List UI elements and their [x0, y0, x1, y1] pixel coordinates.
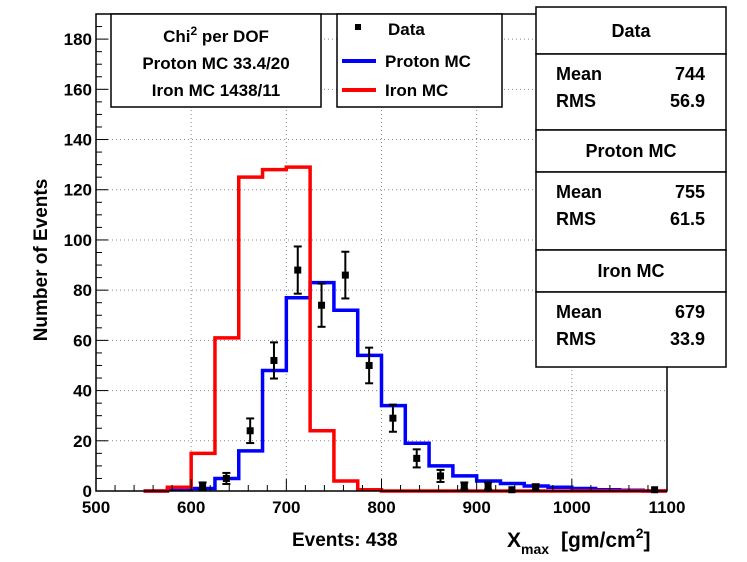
y-tick-label: 160 — [64, 80, 92, 99]
x-axis-title: Xmax [gm/cm2] — [507, 525, 651, 557]
stats-proton-title: Proton MC — [586, 141, 677, 161]
data-marker — [437, 472, 445, 480]
y-tick-label: 60 — [73, 331, 92, 350]
y-tick-label: 120 — [64, 181, 92, 200]
data-marker — [532, 483, 540, 491]
legend-data-marker — [355, 24, 361, 30]
y-tick-label: 20 — [73, 432, 92, 451]
y-tick-label: 100 — [64, 231, 92, 250]
data-marker — [341, 271, 349, 279]
data-marker — [365, 361, 373, 369]
events-count-label: Events: 438 — [292, 530, 398, 551]
data-point — [293, 245, 302, 295]
stats-data-rms-label: RMS — [556, 91, 596, 111]
stats-data-box: Data Mean 744 RMS 56.9 — [535, 6, 727, 131]
x-tick-label: 700 — [272, 498, 300, 517]
data-point — [484, 481, 493, 491]
stats-data-title: Data — [611, 21, 651, 41]
data-point — [317, 282, 326, 328]
y-axis-title: Number of Events — [31, 179, 52, 342]
data-marker — [389, 414, 397, 422]
data-marker — [246, 427, 254, 435]
data-marker — [413, 454, 421, 462]
data-marker — [199, 482, 207, 490]
stats-proton-box: Proton MC Mean 755 RMS 61.5 — [535, 129, 727, 251]
stats-iron-title: Iron MC — [598, 261, 665, 281]
data-marker — [318, 301, 326, 309]
stats-proton-mean-label: Mean — [556, 182, 602, 202]
chi2-iron-line: Iron MC 1438/11 — [152, 81, 281, 100]
chi2-box: Chi2 per DOF Proton MC 33.4/20 Iron MC 1… — [110, 13, 322, 108]
data-marker — [460, 482, 468, 490]
data-marker — [270, 356, 278, 364]
data-point — [508, 486, 516, 494]
data-point — [222, 471, 231, 485]
y-tick-label: 140 — [64, 131, 92, 150]
data-point — [198, 481, 207, 491]
stats-data-mean-label: Mean — [556, 64, 602, 84]
data-marker — [508, 486, 516, 494]
stats-proton-rms-value: 61.5 — [670, 209, 705, 229]
data-point — [412, 448, 421, 469]
x-tick-label: 1000 — [553, 498, 591, 517]
stats-proton-rms-label: RMS — [556, 209, 596, 229]
data-point — [365, 346, 374, 385]
data-marker — [294, 266, 302, 274]
chi2-proton-line: Proton MC 33.4/20 — [142, 54, 289, 73]
stats-data-rms-value: 56.9 — [670, 91, 705, 111]
x-tick-label: 1100 — [649, 498, 686, 517]
x-tick-label: 500 — [82, 498, 110, 517]
legend-proton-label: Proton MC — [385, 52, 471, 71]
legend-iron-label: Iron MC — [385, 81, 448, 100]
stats-iron-box: Iron MC Mean 679 RMS 33.9 — [535, 249, 727, 368]
x-tick-label: 900 — [462, 498, 490, 517]
stats-iron-mean-value: 679 — [675, 302, 705, 322]
data-point — [531, 483, 540, 492]
y-tick-label: 0 — [83, 482, 92, 501]
data-point — [388, 403, 397, 433]
stats-iron-mean-label: Mean — [556, 302, 602, 322]
y-tick-label: 180 — [64, 30, 92, 49]
x-tick-label: 600 — [177, 498, 205, 517]
data-points — [198, 245, 659, 494]
data-point — [341, 250, 350, 300]
data-point — [436, 468, 445, 483]
x-tick-label: 800 — [367, 498, 395, 517]
data-point — [651, 486, 659, 494]
stats-iron-rms-value: 33.9 — [670, 329, 705, 349]
y-tick-label: 80 — [73, 281, 92, 300]
legend-data-label: Data — [388, 20, 425, 39]
data-point — [246, 417, 255, 445]
data-marker — [222, 474, 230, 482]
stats-data-mean-value: 744 — [675, 64, 705, 84]
legend: Data Proton MC Iron MC — [336, 13, 503, 108]
stats-proton-mean-value: 755 — [675, 182, 705, 202]
axes: 500 600 700 800 900 1000 1100 0 20 40 60 80 100 120 14… — [64, 13, 686, 517]
stats-iron-rms-label: RMS — [556, 329, 596, 349]
data-marker — [484, 482, 492, 490]
chi2-title: Chi2 per DOF — [163, 24, 269, 46]
data-point — [269, 341, 278, 380]
data-point — [460, 481, 469, 491]
y-tick-label: 40 — [73, 382, 92, 401]
data-marker — [651, 486, 659, 494]
